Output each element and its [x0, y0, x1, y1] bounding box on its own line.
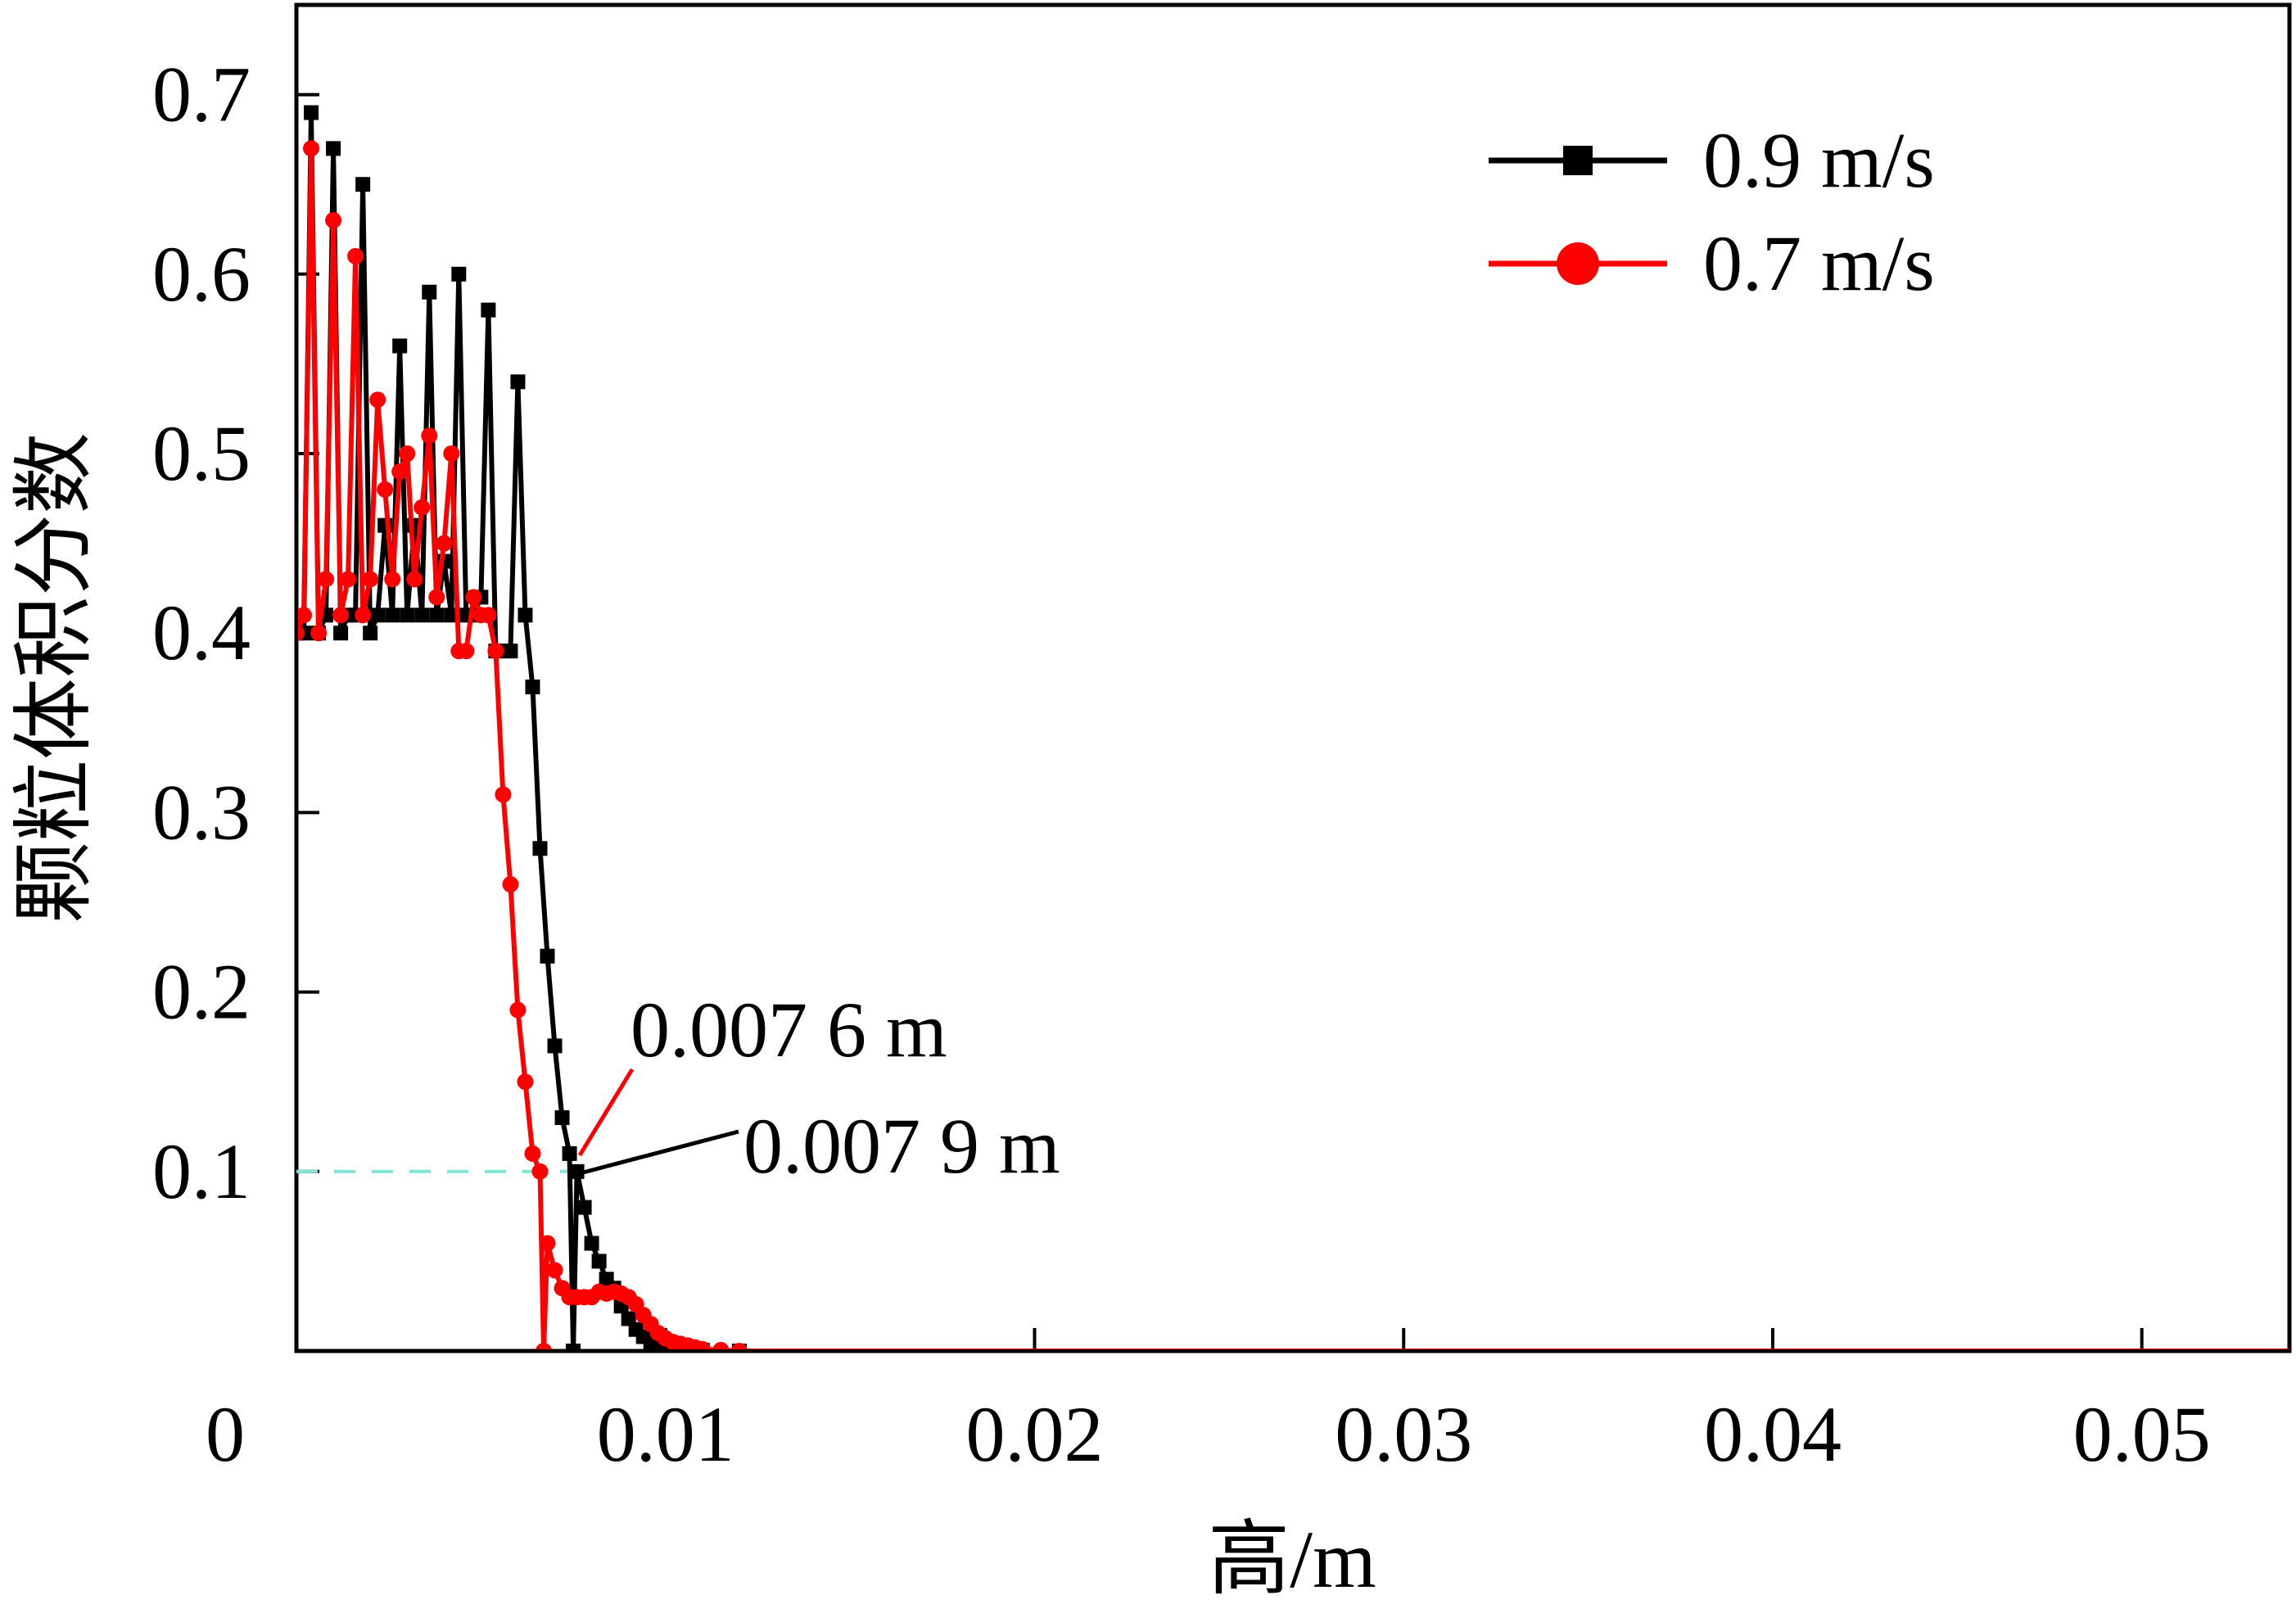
data-point-series-1	[422, 284, 437, 300]
x-tick-label: 0	[206, 1390, 245, 1478]
data-point-series-1	[518, 608, 533, 623]
data-point-series-1	[414, 608, 430, 623]
annotation-leader-black	[582, 1129, 739, 1175]
legend-marker-square	[1563, 146, 1593, 175]
data-point-series-2	[325, 212, 342, 229]
data-point-series-2	[436, 535, 453, 552]
data-point-series-1	[562, 1145, 577, 1161]
x-tick-label: 0.04	[1704, 1390, 1842, 1478]
plot-frame	[294, 2, 2292, 1353]
data-point-series-1	[569, 1163, 585, 1179]
data-point-series-1	[326, 141, 341, 156]
x-tick-label: 0.03	[1335, 1390, 1472, 1478]
data-point-series-2	[546, 1262, 563, 1279]
data-point-series-2	[399, 445, 416, 462]
annotation-layer: 0.007 6 m 0.007 9 m	[577, 986, 1060, 1190]
data-point-series-1	[385, 608, 400, 623]
series-layer	[298, 105, 2289, 1349]
data-point-series-1	[532, 841, 548, 856]
x-tick-label: 0.01	[597, 1390, 734, 1478]
data-point-series-1	[429, 608, 445, 623]
data-point-series-2	[340, 571, 357, 588]
y-tick-label: 0.3	[152, 768, 251, 856]
data-point-series-1	[503, 644, 518, 659]
data-point-series-1	[566, 1344, 581, 1349]
data-point-series-1	[392, 338, 408, 354]
legend: 0.9 m/s 0.7 m/s	[1489, 116, 1935, 307]
data-point-series-1	[584, 1236, 599, 1251]
y-axis-title: 颗粒体积分数	[9, 432, 100, 924]
y-tick-label: 0.6	[152, 230, 251, 318]
data-point-series-1	[355, 177, 371, 192]
data-point-series-1	[400, 608, 415, 623]
data-point-series-1	[363, 626, 378, 641]
legend-marker-circle	[1557, 242, 1599, 285]
data-point-series-2	[487, 643, 504, 660]
data-point-series-2	[694, 1340, 711, 1349]
data-point-series-2	[539, 1235, 556, 1252]
annotation-label-red: 0.007 6 m	[630, 986, 947, 1073]
data-point-series-2	[384, 571, 401, 588]
data-point-series-1	[591, 1254, 607, 1269]
data-point-series-1	[554, 1110, 570, 1126]
data-point-series-2	[377, 481, 394, 498]
data-point-series-2	[414, 499, 431, 516]
legend-label-series-1: 0.9 m/s	[1703, 116, 1935, 204]
data-point-series-1	[370, 608, 386, 623]
data-point-series-2	[310, 625, 328, 642]
data-point-series-1	[547, 1038, 563, 1054]
data-point-series-2	[421, 427, 438, 445]
data-point-series-2	[406, 571, 423, 588]
data-point-series-2	[712, 1341, 730, 1349]
data-point-series-2	[362, 571, 379, 588]
data-point-series-2	[391, 463, 409, 480]
legend-label-series-2: 0.7 m/s	[1703, 219, 1935, 307]
annotation-label-black: 0.007 9 m	[743, 1102, 1060, 1190]
y-tick-label: 0.1	[152, 1127, 251, 1215]
data-point-series-2	[517, 1073, 534, 1091]
data-point-series-1	[576, 1200, 592, 1215]
data-point-series-1	[540, 948, 555, 964]
data-point-series-2	[458, 643, 475, 660]
data-point-series-1	[525, 679, 540, 694]
data-point-series-2	[347, 247, 364, 264]
axis-tick-labels: 0 0.01 0.02 0.03 0.04 0.05 0.1 0.2 0.3 0.4 0.5 0.6 0…	[152, 51, 2211, 1478]
data-point-series-2	[318, 571, 335, 588]
data-point-series-1	[481, 302, 496, 318]
data-point-series-2	[443, 445, 460, 462]
series-line-1	[298, 110, 2289, 1349]
y-tick-label: 0.5	[152, 409, 251, 497]
data-point-series-2	[355, 607, 372, 624]
y-tick-label: 0.2	[152, 948, 251, 1036]
data-point-series-2	[502, 876, 519, 893]
data-point-series-2	[731, 1343, 748, 1349]
data-point-series-1	[451, 266, 467, 282]
x-tick-label: 0.02	[965, 1390, 1103, 1478]
data-point-series-2	[298, 625, 305, 641]
x-axis-title: 高/m	[1208, 1514, 1376, 1605]
data-point-series-2	[369, 391, 386, 409]
data-point-series-2	[495, 786, 512, 803]
data-point-series-2	[428, 589, 445, 606]
x-tick-label: 0.05	[2073, 1390, 2211, 1478]
data-point-series-1	[510, 374, 526, 390]
data-point-series-1	[333, 626, 349, 641]
data-point-series-2	[531, 1163, 549, 1180]
y-tick-label: 0.4	[152, 589, 251, 676]
y-tick-label: 0.7	[152, 51, 251, 138]
data-point-series-2	[298, 607, 313, 624]
data-point-series-2	[536, 1343, 552, 1349]
data-point-series-2	[332, 607, 350, 624]
annotation-leader-red	[577, 1068, 635, 1157]
data-point-series-2	[303, 140, 320, 157]
data-point-series-1	[304, 105, 319, 120]
data-point-series-2	[465, 589, 482, 606]
data-point-series-2	[509, 1001, 527, 1019]
data-point-series-2	[524, 1145, 541, 1162]
data-point-series-2	[480, 607, 497, 624]
